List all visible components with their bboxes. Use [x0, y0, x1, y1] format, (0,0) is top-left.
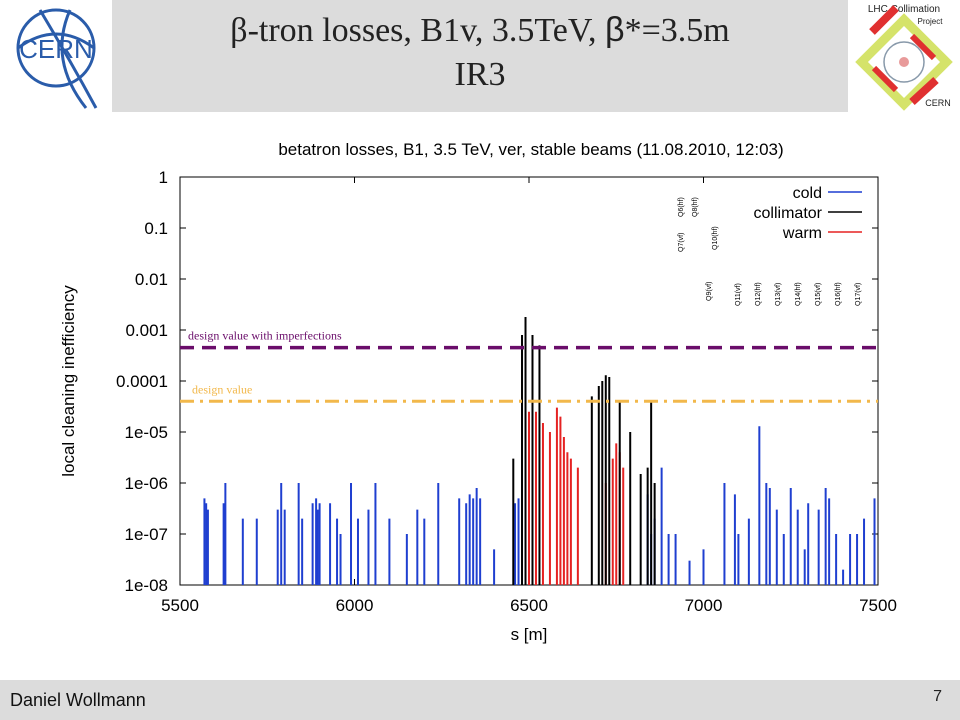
series-cold [203, 426, 876, 585]
magnet-label: Q12(hf) [755, 282, 762, 306]
threshold-design-label: design value [192, 382, 252, 396]
y-tick-label: 1e-08 [125, 576, 168, 595]
lhc-logo-line1: LHC Collimation [868, 4, 940, 15]
y-axis-label: local cleaning inefficiency [59, 285, 78, 477]
header-band [0, 0, 960, 112]
series-collimator [512, 316, 656, 585]
title-line-2: IR3 [454, 56, 506, 93]
y-tick-label: 1e-07 [125, 525, 168, 544]
lhc-logo-line3: CERN [925, 98, 951, 108]
x-axis-label: s [m] [511, 625, 548, 644]
title-line1-pre: β-tron losses, B1v, 3.5TeV, [230, 12, 606, 49]
cern-logo-text: CERN [19, 34, 93, 64]
legend-label-warm: warm [782, 225, 822, 242]
title-line-1: β-tron losses, B1v, 3.5TeV, β*=3.5m [112, 8, 848, 53]
y-tick-label: 1e-06 [125, 474, 168, 493]
title-line1-post: *=3.5m [624, 12, 730, 49]
magnet-label: Q10(hf) [712, 226, 719, 250]
slide-title: β-tron losses, B1v, 3.5TeV, β*=3.5m IR3 [112, 8, 848, 97]
x-tick-label: 6500 [510, 596, 548, 615]
magnet-label: Q15(vf) [815, 283, 822, 306]
x-tick-label: 6000 [336, 596, 374, 615]
x-tick-label: 7000 [685, 596, 723, 615]
footer-band: Daniel Wollmann 7 [0, 680, 960, 720]
magnet-label: Q14(hf) [795, 282, 802, 306]
lhc-logo-line2: Project [918, 17, 944, 26]
y-tick-label: 1 [159, 168, 168, 187]
y-tick-label: 0.1 [144, 219, 168, 238]
chart-area: betatron losses, B1, 3.5 TeV, ver, stabl… [0, 112, 960, 680]
y-tick-label: 0.01 [135, 270, 168, 289]
magnet-label: Q8(hf) [692, 197, 699, 217]
page-number: 7 [933, 688, 942, 705]
y-tick-label: 0.001 [125, 321, 168, 340]
x-tick-label: 7500 [859, 596, 897, 615]
title-beta-symbol: β [605, 11, 625, 49]
magnet-label: Q11(vf) [735, 283, 742, 306]
magnet-label: Q13(vf) [775, 283, 782, 306]
footer-author: Daniel Wollmann [10, 690, 146, 710]
magnet-label: Q16(hf) [835, 282, 842, 306]
magnet-label: Q17(vf) [855, 283, 862, 306]
x-tick-label: 5500 [161, 596, 199, 615]
lhc-collimation-logo: LHC Collimation Project CERN [848, 0, 960, 112]
threshold-imperfections-label: design value with imperfections [188, 329, 342, 343]
cern-logo: CERN [0, 0, 112, 112]
chart-title: betatron losses, B1, 3.5 TeV, ver, stabl… [278, 140, 783, 159]
y-tick-label: 0.0001 [116, 372, 168, 391]
magnet-label: Q9(vf) [706, 282, 713, 301]
magnet-label: Q6(hf) [678, 197, 685, 217]
y-tick-label: 1e-05 [125, 423, 168, 442]
legend-label-collimator: collimator [754, 205, 823, 222]
magnet-label: Q7(vf) [678, 233, 685, 252]
chart-svg: betatron losses, B1, 3.5 TeV, ver, stabl… [59, 140, 897, 644]
legend-label-cold: cold [793, 185, 822, 202]
